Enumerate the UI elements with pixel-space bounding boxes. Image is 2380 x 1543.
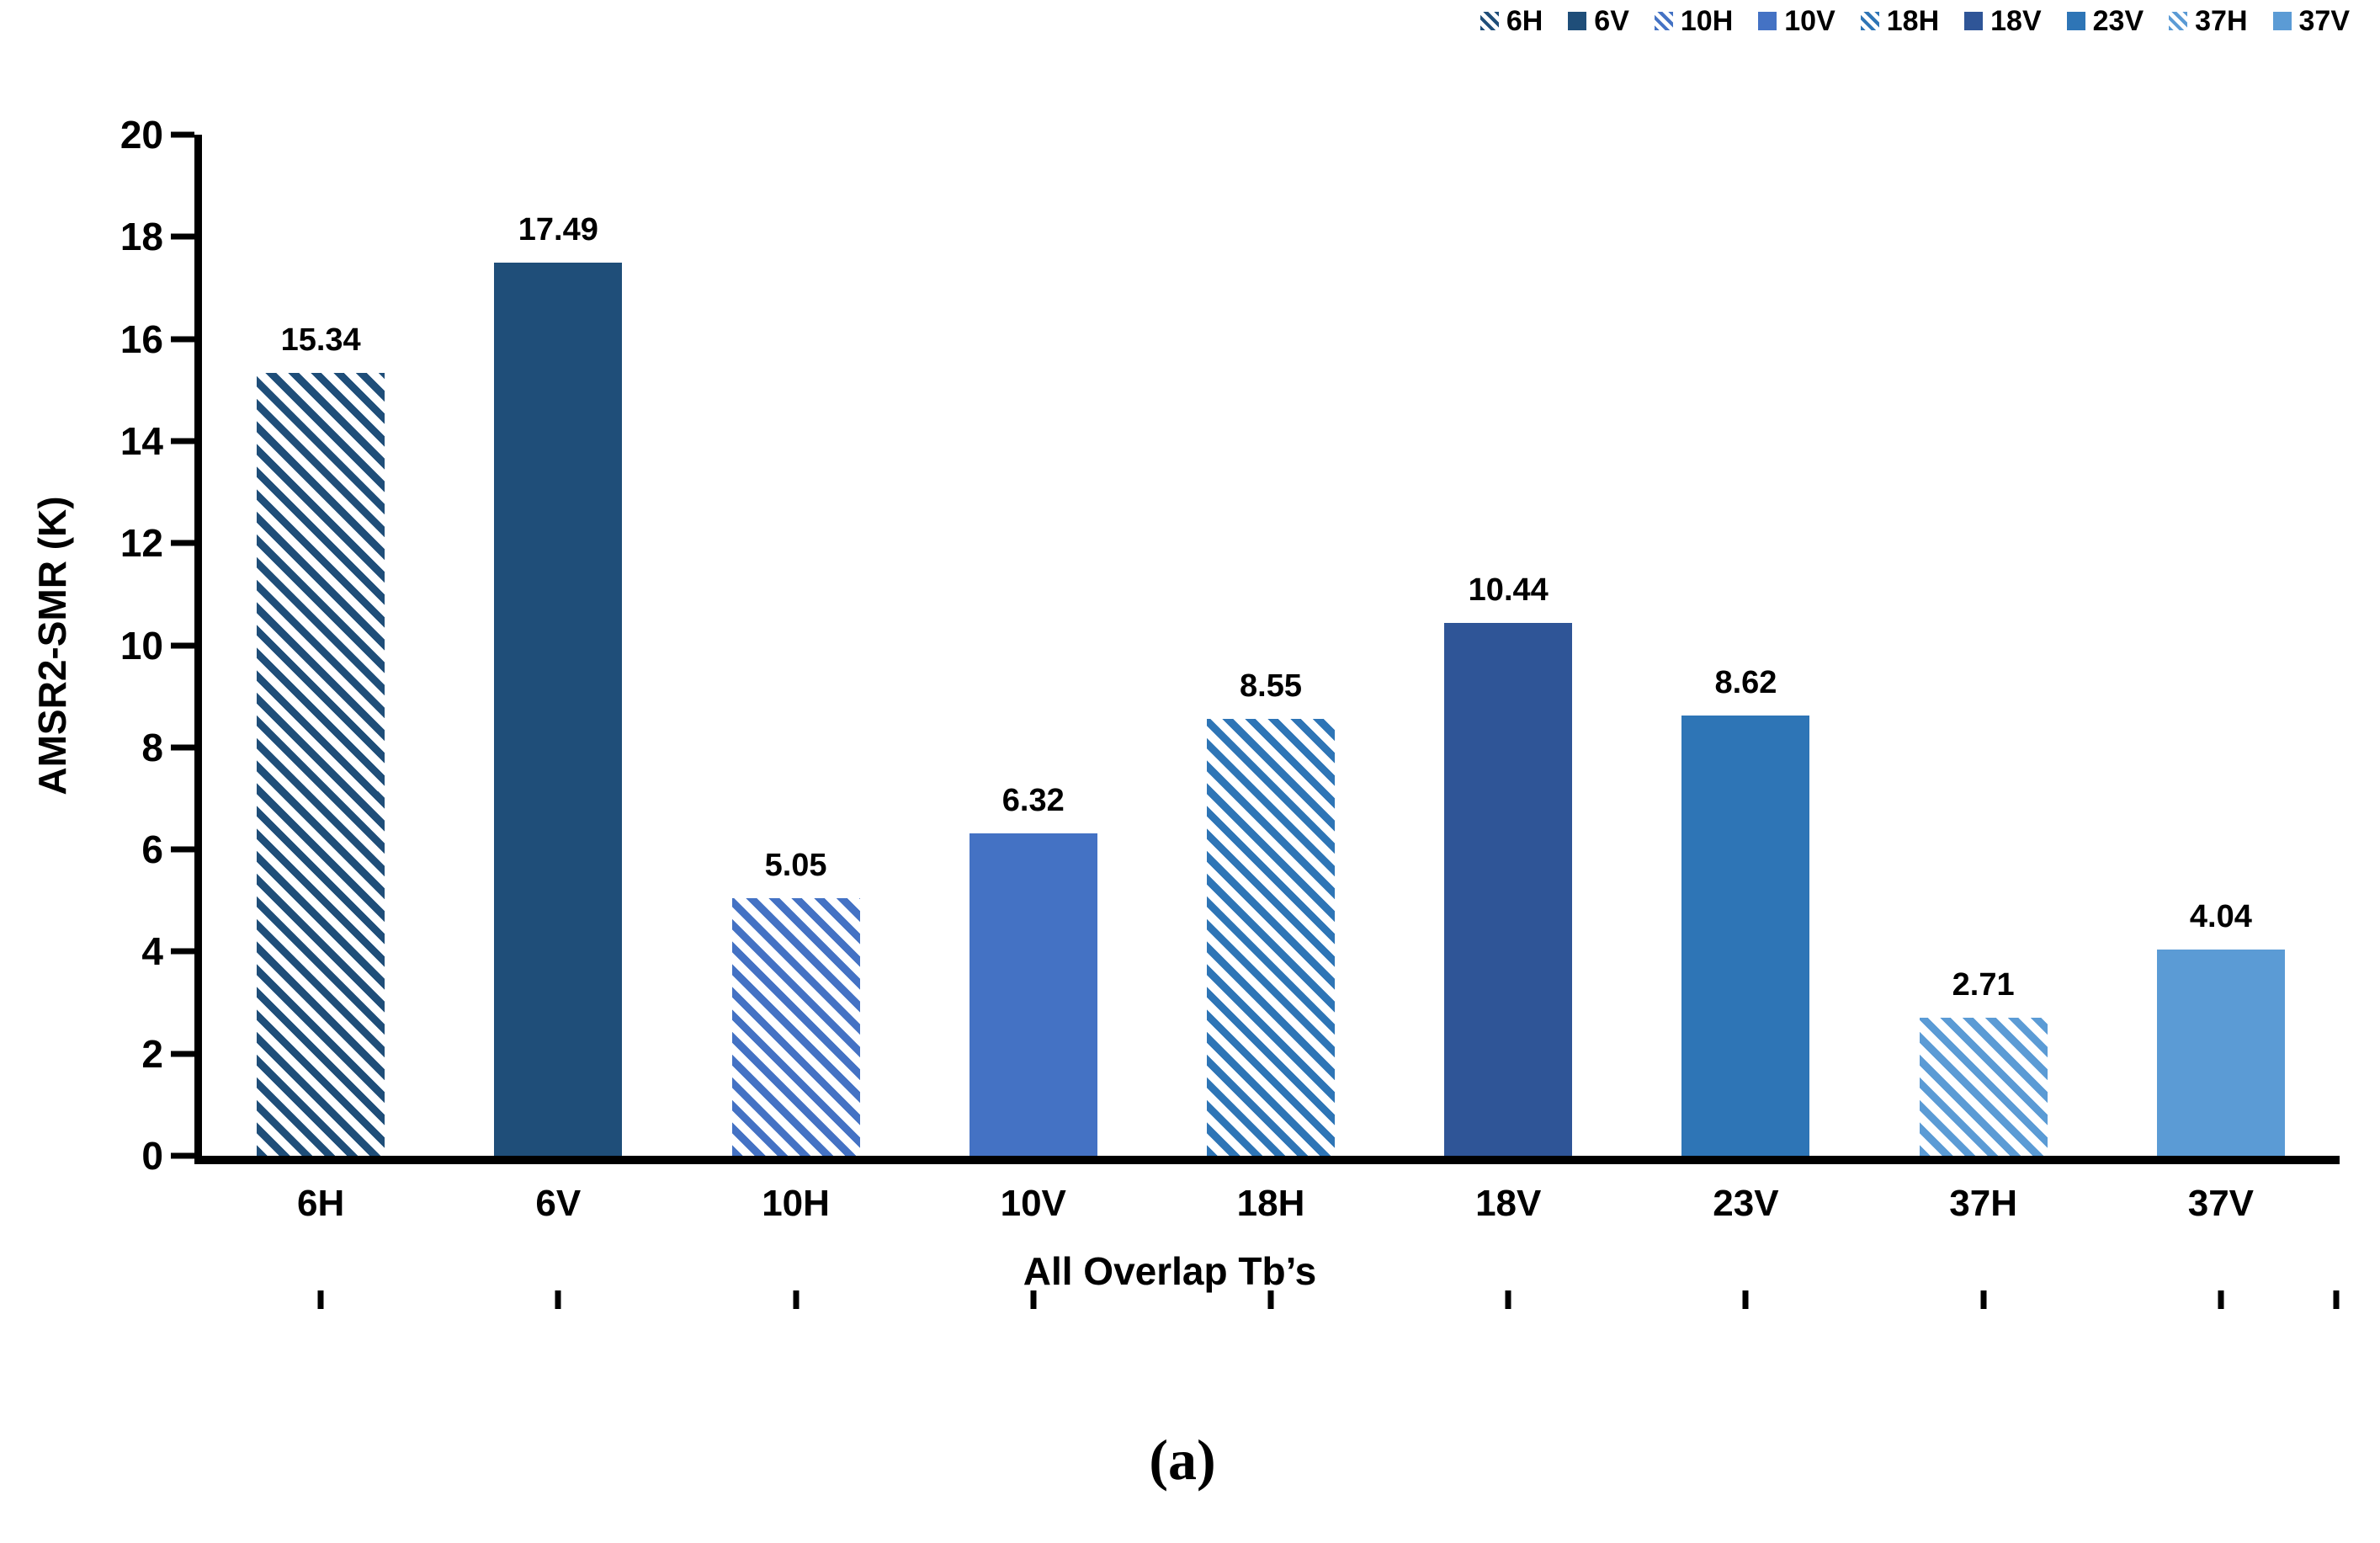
legend-item-10H: 10H [1654,5,1734,37]
legend-label: 37H [2195,5,2248,37]
bar-value-label: 6.32 [1001,782,1065,818]
chart-legend: 6H 6V 10H 10V 18H 18V 23V 37H 37V [1480,7,2350,35]
x-axis-tick [1742,1290,1749,1309]
plot-area: 0 2 4 6 8 10 12 14 16 18 20 15.34 6H 17.49 6V 5.05 10H 6.… [120,115,2340,1309]
y-axis-tick [171,846,194,853]
y-tick-label: 14 [120,418,163,463]
legend-marker-18V [1964,12,1984,30]
bar-6V [494,263,623,1156]
y-tick-label: 16 [120,317,163,361]
x-axis-tick [555,1290,561,1309]
y-axis-tick [171,336,194,343]
y-tick-label: 2 [141,1031,163,1076]
bar-value-label: 4.04 [2189,898,2252,934]
legend-marker-10V [1758,12,1777,30]
y-tick-label: 8 [141,725,163,769]
bar-18V [1444,622,1573,1156]
y-tick-label: 6 [141,827,163,872]
legend-label: 18V [1990,5,2042,37]
legend-marker-6H [1480,12,1499,30]
legend-item-37V: 37V [2272,5,2351,37]
legend-label: 23V [2092,5,2144,37]
y-axis-title: AMSR2-SMR (K) [30,496,74,795]
y-tick-label: 18 [120,215,163,259]
y-tick-label: 12 [120,521,163,566]
bar-value-label: 2.71 [1952,966,2015,1003]
x-category-label: 37H [1949,1183,2018,1224]
legend-item-23V: 23V [2066,5,2144,37]
bar-10V [969,833,1097,1156]
x-category-label: 6H [296,1183,345,1224]
legend-label: 18H [1886,5,1940,37]
figure-caption: (a) [1149,1428,1216,1492]
legend-marker-37H [2169,12,2188,30]
legend-label: 10V [1784,5,1835,37]
legend-item-6H: 6H [1480,7,1543,35]
x-category-label: 10H [762,1183,830,1224]
legend-marker-23V [2066,12,2085,30]
x-category-label: 23V [1713,1183,1779,1224]
bar-value-label: 15.34 [280,322,361,358]
legend-item-18H: 18H [1860,5,1940,37]
y-tick-label: 10 [120,623,163,668]
x-category-label: 18V [1475,1183,1542,1224]
x-category-label: 18H [1236,1183,1305,1224]
y-axis-tick [171,642,194,648]
bar-value-label: 17.49 [518,212,598,248]
legend-marker-37V [2272,12,2292,30]
legend-item-18V: 18V [1964,7,2042,35]
legend-marker-10H [1654,12,1673,30]
x-axis-tick [1030,1290,1037,1309]
bar-6H [257,372,385,1156]
legend-marker-18H [1860,12,1879,30]
y-axis-tick [171,131,194,138]
legend-item-6V: 6V [1568,7,1629,35]
legend-label: 6V [1594,5,1629,37]
x-axis-tick [2218,1290,2224,1309]
x-axis-line [194,1156,2340,1164]
y-tick-label: 20 [120,113,163,157]
y-axis-tick [171,540,194,546]
y-axis-tick [171,744,194,751]
x-axis-tick [1267,1290,1274,1309]
x-axis-title: All Overlap Tb’s [1023,1249,1317,1293]
bar-value-label: 5.05 [764,847,827,883]
bar-10H [731,897,860,1156]
bar-value-label: 8.62 [1714,665,1777,701]
x-axis-tick [1980,1290,1987,1309]
legend-label: 6H [1506,5,1543,37]
bar-value-label: 10.44 [1468,572,1549,608]
y-axis-line [194,135,202,1163]
y-axis-tick [171,438,194,444]
legend-item-10V: 10V [1758,7,1835,35]
legend-label: 37V [2298,5,2351,37]
bar-23V [1681,716,1810,1156]
y-axis-tick [171,1152,194,1159]
y-tick-label: 4 [141,929,163,974]
bar-value-label: 8.55 [1240,668,1302,705]
x-axis-tick [793,1290,800,1309]
x-category-label: 37V [2187,1183,2255,1224]
x-axis-tick [1505,1290,1511,1309]
legend-item-37H: 37H [2169,5,2248,37]
bar-37V [2156,949,2285,1156]
x-category-label: 6V [535,1183,582,1224]
y-tick-label: 0 [141,1134,163,1178]
legend-marker-6V [1568,12,1587,30]
bar-37H [1919,1017,2048,1156]
legend-label: 10H [1680,5,1734,37]
y-axis-tick [171,233,194,240]
x-axis-end-tick [2333,1290,2340,1309]
bar-18H [1207,719,1335,1156]
y-axis-tick [171,1051,194,1057]
y-axis-tick [171,948,194,955]
x-axis-tick [317,1290,324,1309]
x-category-label: 10V [1000,1183,1066,1224]
